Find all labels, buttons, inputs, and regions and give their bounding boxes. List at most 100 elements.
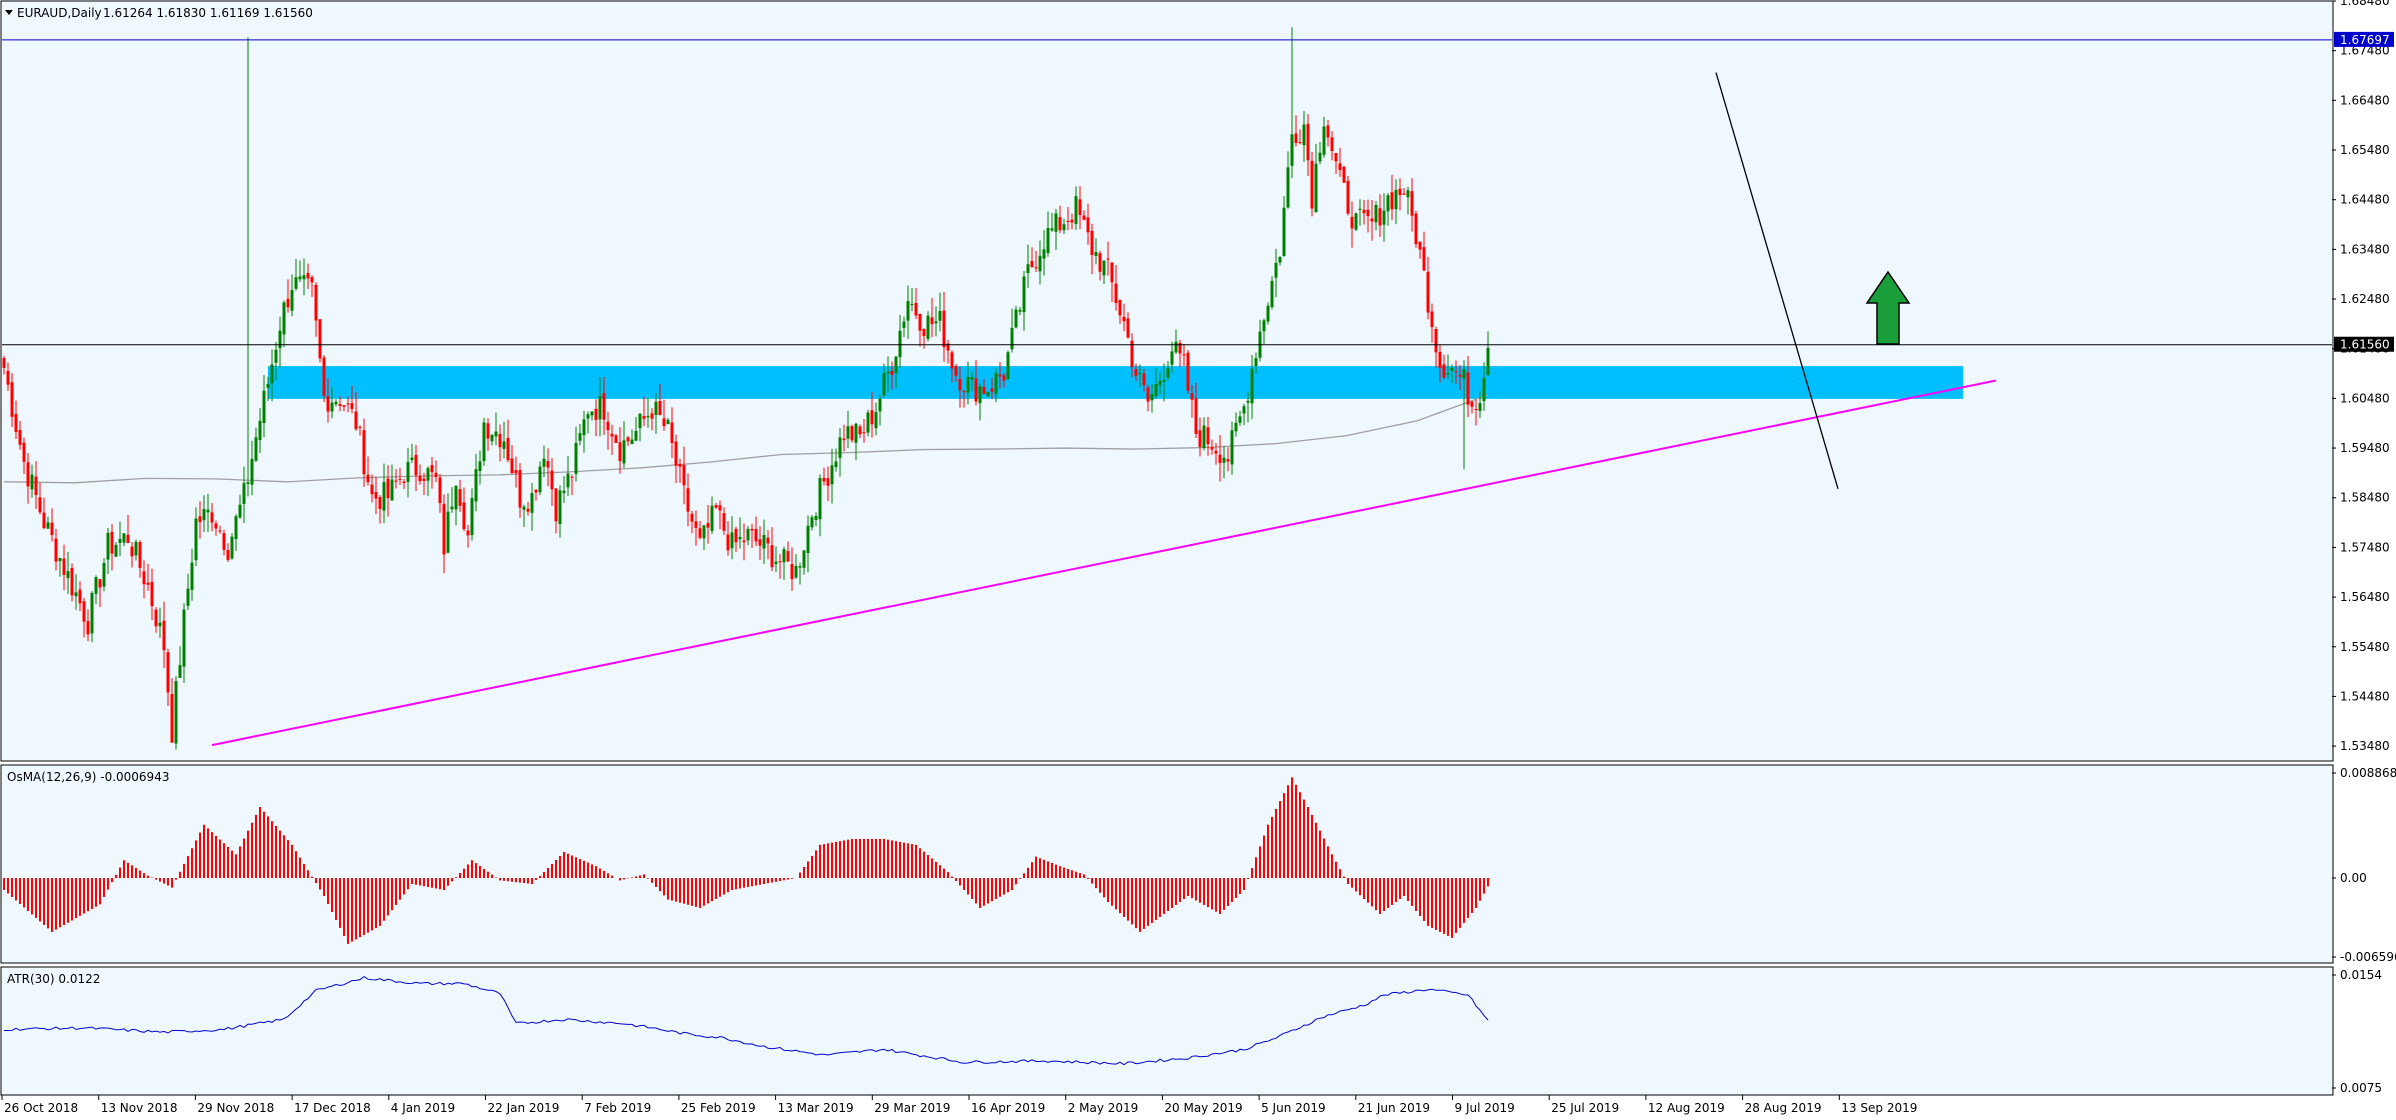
candle-body	[410, 457, 414, 461]
candle	[510, 445, 514, 475]
candle	[954, 363, 958, 382]
candle-body	[982, 386, 986, 395]
candle	[102, 558, 106, 592]
candle	[366, 456, 370, 486]
candle	[198, 501, 202, 539]
candle	[1406, 186, 1410, 215]
candle-body	[1038, 255, 1042, 272]
candle	[374, 476, 378, 515]
candle	[810, 515, 814, 531]
candle-body	[1154, 384, 1158, 397]
candle-body	[890, 370, 894, 375]
candle-body	[322, 357, 326, 396]
time-tick-label: 4 Jan 2019	[391, 1101, 455, 1115]
candle-body	[354, 411, 358, 430]
candle	[262, 374, 266, 438]
candle	[1110, 262, 1114, 302]
candle	[1138, 364, 1142, 388]
collapse-triangle-icon[interactable]	[5, 10, 13, 15]
candle	[94, 575, 98, 605]
candle-body	[894, 356, 898, 373]
candle-body	[426, 468, 430, 481]
candle	[1362, 199, 1366, 225]
candle	[714, 502, 718, 509]
candle-body	[1350, 216, 1354, 229]
candle	[602, 377, 606, 436]
candle-body	[574, 442, 578, 474]
candle-body	[858, 426, 862, 435]
candle	[138, 540, 142, 578]
candle-body	[474, 469, 478, 502]
time-tick-label: 21 Jun 2019	[1358, 1101, 1430, 1115]
candle	[874, 402, 878, 436]
candle-body	[1142, 373, 1146, 386]
candle	[838, 428, 842, 477]
candle	[742, 523, 746, 561]
candle	[1002, 373, 1006, 388]
price-tick-label: 1.55480	[2340, 640, 2390, 654]
candle-body	[962, 390, 966, 392]
candle-body	[94, 577, 98, 594]
candle	[1470, 400, 1474, 414]
price-tick-label: 1.62480	[2340, 292, 2390, 306]
candle-body	[546, 461, 550, 468]
candle	[750, 523, 754, 549]
candle-body	[1134, 368, 1138, 376]
atr-panel-bg[interactable]	[0, 966, 2334, 1096]
candle-body	[510, 458, 514, 474]
candle	[554, 488, 558, 534]
candle	[686, 473, 690, 527]
candle	[666, 417, 670, 425]
candle	[1054, 208, 1058, 250]
candle	[238, 494, 242, 520]
candle-body	[210, 512, 214, 523]
candle	[1130, 333, 1134, 378]
candle	[338, 396, 342, 412]
candle	[6, 362, 10, 391]
candle-body	[430, 465, 434, 473]
candle-body	[62, 558, 66, 576]
candle-body	[1098, 253, 1102, 272]
candle-body	[186, 588, 190, 606]
candle	[534, 489, 538, 501]
candle-body	[870, 410, 874, 425]
candle-body	[1302, 124, 1306, 146]
candle-body	[1366, 209, 1370, 217]
candle-body	[490, 434, 494, 442]
candle	[1366, 199, 1370, 233]
candle-body	[1126, 318, 1130, 338]
osma-panel-bg[interactable]	[0, 764, 2334, 964]
candle-body	[1122, 316, 1126, 322]
candle	[1222, 446, 1226, 479]
candle-body	[830, 465, 834, 485]
candle	[974, 360, 978, 406]
candle	[894, 356, 898, 389]
candle-body	[802, 550, 806, 568]
candle-body	[1330, 137, 1334, 152]
candle-body	[346, 403, 350, 405]
candle	[106, 528, 110, 574]
candle	[870, 391, 874, 438]
candle-body	[1054, 213, 1058, 232]
candle-body	[118, 538, 122, 544]
candle-body	[1206, 427, 1210, 445]
candle-body	[1162, 379, 1166, 382]
candle-body	[1266, 305, 1270, 322]
candle	[1070, 213, 1074, 230]
candle-body	[1222, 457, 1226, 463]
candle-body	[230, 536, 234, 559]
candle	[110, 523, 114, 571]
candle	[1358, 199, 1362, 226]
price-tick-label: 1.64480	[2340, 193, 2390, 207]
candle	[406, 447, 410, 498]
candle-body	[1346, 180, 1350, 214]
candle	[10, 373, 14, 428]
candle	[702, 525, 706, 551]
candle-body	[786, 551, 790, 562]
candle-body	[1058, 217, 1062, 231]
candle-body	[834, 461, 838, 468]
candle-body	[1434, 328, 1438, 353]
candle	[222, 529, 226, 556]
candle-body	[1130, 340, 1134, 368]
